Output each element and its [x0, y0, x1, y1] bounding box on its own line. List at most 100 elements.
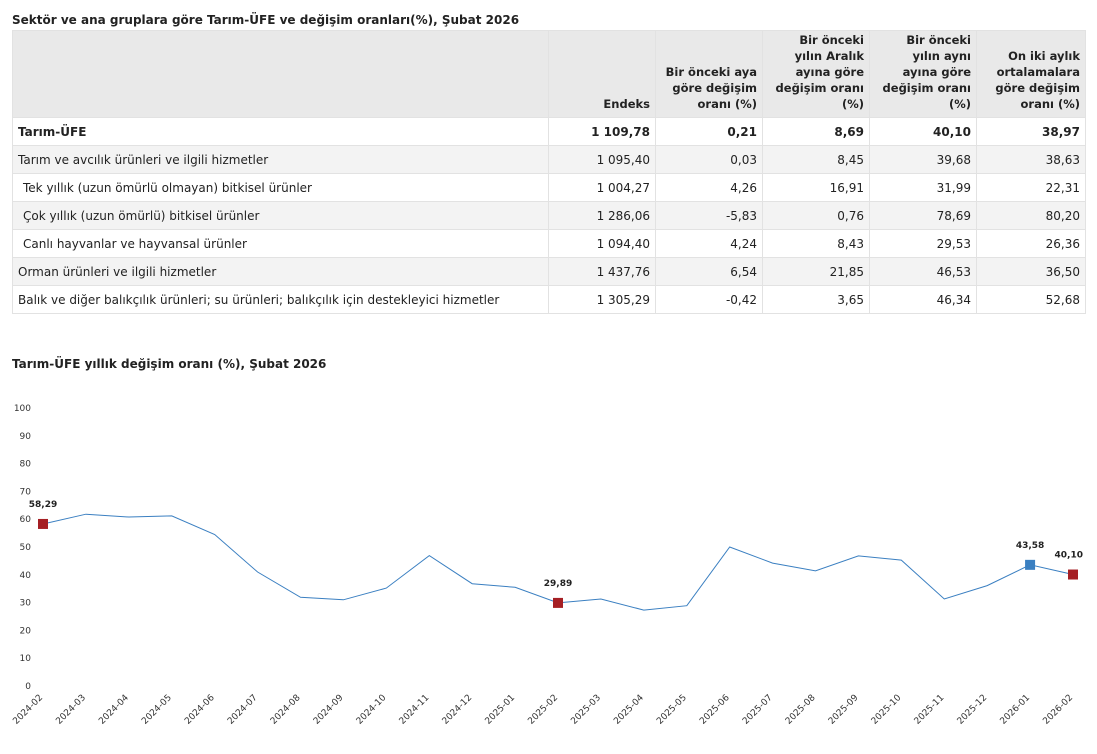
x-tick-label: 2024-12	[441, 693, 475, 727]
header-twelve-month: On iki aylık ortalamalara göre değişim o…	[976, 30, 1086, 118]
cell-twelve-month: 38,97	[976, 117, 1086, 146]
cell-endeks: 1 004,27	[548, 173, 656, 202]
y-tick-label: 50	[20, 543, 32, 553]
series-line	[42, 513, 1074, 611]
row-label: Tek yıllık (uzun ömürlü olmayan) bitkise…	[12, 173, 549, 202]
table-row: Tarım-ÜFE 1 109,78 0,21 8,69 40,10 38,97	[12, 117, 1086, 146]
x-tick-label: 2025-09	[827, 693, 861, 727]
x-tick-label: 2024-03	[54, 693, 88, 727]
header-label	[12, 30, 549, 118]
x-tick-label: 2024-05	[140, 693, 174, 727]
x-tick-label: 2025-10	[870, 693, 904, 727]
table-row: Canlı hayvanlar ve hayvansal ürünler 1 0…	[12, 229, 1086, 258]
x-tick-label: 2024-04	[97, 693, 131, 727]
cell-endeks: 1 094,40	[548, 229, 656, 258]
cell-twelve-month: 80,20	[976, 201, 1086, 230]
cell-december: 8,43	[762, 229, 870, 258]
table-row: Orman ürünleri ve ilgili hizmetler 1 437…	[12, 257, 1086, 286]
x-tick-label: 2024-07	[226, 693, 260, 727]
cell-december: 3,65	[762, 285, 870, 314]
table-row: Balık ve diğer balıkçılık ürünleri; su ü…	[12, 285, 1086, 314]
cell-twelve-month: 52,68	[976, 285, 1086, 314]
highlight-marker	[1068, 569, 1078, 580]
cell-annual: 39,68	[869, 145, 977, 174]
cell-twelve-month: 36,50	[976, 257, 1086, 286]
cell-annual: 78,69	[869, 201, 977, 230]
cell-annual: 29,53	[869, 229, 977, 258]
highlight-marker	[553, 597, 563, 608]
x-tick-label: 2025-01	[484, 693, 518, 727]
y-tick-label: 10	[20, 654, 32, 664]
cell-december: 0,76	[762, 201, 870, 230]
row-label: Çok yıllık (uzun ömürlü) bitkisel ürünle…	[12, 201, 549, 230]
x-tick-label: 2024-10	[355, 693, 389, 727]
y-tick-label: 40	[20, 571, 32, 581]
x-tick-label: 2024-08	[269, 693, 303, 727]
cell-december: 16,91	[762, 173, 870, 202]
header-annual: Bir önceki yılın aynı ayına göre değişim…	[869, 30, 977, 118]
cell-monthly: 6,54	[655, 257, 763, 286]
cell-annual: 46,34	[869, 285, 977, 314]
row-label: Tarım-ÜFE	[12, 117, 549, 146]
x-tick-label: 2025-11	[913, 693, 947, 727]
cell-monthly: -5,83	[655, 201, 763, 230]
row-label: Canlı hayvanlar ve hayvansal ürünler	[12, 229, 549, 258]
cell-monthly: 0,21	[655, 117, 763, 146]
cell-annual: 40,10	[869, 117, 977, 146]
cell-december: 8,69	[762, 117, 870, 146]
x-tick-label: 2025-12	[956, 693, 990, 727]
x-tick-label: 2024-11	[398, 693, 432, 727]
x-tick-label: 2025-03	[569, 693, 603, 727]
table-row: Tarım ve avcılık ürünleri ve ilgili hizm…	[12, 145, 1086, 174]
x-tick-label: 2024-02	[11, 693, 45, 727]
cell-endeks: 1 437,76	[548, 257, 656, 286]
y-tick-label: 80	[20, 460, 32, 470]
chart-title: Tarım-ÜFE yıllık değişim oranı (%), Şuba…	[12, 357, 327, 371]
data-table: Endeks Bir önceki aya göre değişim oranı…	[12, 30, 1086, 314]
table-row: Tek yıllık (uzun ömürlü olmayan) bitkise…	[12, 173, 1086, 202]
highlight-marker	[38, 518, 48, 529]
cell-monthly: -0,42	[655, 285, 763, 314]
cell-monthly: 0,03	[655, 145, 763, 174]
cell-monthly: 4,24	[655, 229, 763, 258]
table-title: Sektör ve ana gruplara göre Tarım-ÜFE ve…	[12, 13, 520, 27]
header-monthly: Bir önceki aya göre değişim oranı (%)	[655, 30, 763, 118]
cell-december: 21,85	[762, 257, 870, 286]
x-tick-label: 2026-02	[1041, 693, 1075, 727]
cell-annual: 31,99	[869, 173, 977, 202]
cell-twelve-month: 26,36	[976, 229, 1086, 258]
y-tick-label: 0	[25, 682, 31, 692]
x-tick-label: 2024-06	[183, 693, 217, 727]
y-tick-label: 100	[14, 404, 31, 414]
row-label: Tarım ve avcılık ürünleri ve ilgili hizm…	[12, 145, 549, 174]
x-tick-label: 2025-02	[526, 693, 560, 727]
x-tick-label: 2025-06	[698, 693, 732, 727]
table-header-row: Endeks Bir önceki aya göre değişim oranı…	[12, 30, 1086, 118]
highlight-marker	[1025, 559, 1036, 570]
x-tick-label: 2026-01	[999, 693, 1033, 727]
cell-endeks: 1 286,06	[548, 201, 656, 230]
data-label: 40,10	[1055, 551, 1083, 561]
cell-endeks: 1 095,40	[548, 145, 656, 174]
data-label: 58,29	[29, 500, 57, 510]
y-axis: 0 10 20 30 40 50 60 70 80 90 100	[14, 404, 31, 692]
x-tick-label: 2025-05	[655, 693, 689, 727]
header-endeks: Endeks	[548, 30, 656, 118]
row-label: Orman ürünleri ve ilgili hizmetler	[12, 257, 549, 286]
cell-endeks: 1 109,78	[548, 117, 656, 146]
x-tick-label: 2025-07	[741, 693, 775, 727]
x-axis: 2024-02 2024-03 2024-04 2024-05 2024-06 2024-…	[11, 693, 1075, 727]
cell-twelve-month: 38,63	[976, 145, 1086, 174]
cell-annual: 46,53	[869, 257, 977, 286]
data-label: 29,89	[544, 579, 572, 589]
row-label: Balık ve diğer balıkçılık ürünleri; su ü…	[12, 285, 549, 314]
x-tick-label: 2024-09	[312, 693, 346, 727]
highlight-markers: 58,29 29,89 43,58 40,10	[29, 500, 1083, 608]
y-tick-label: 90	[20, 432, 32, 442]
x-tick-label: 2025-04	[612, 693, 646, 727]
cell-endeks: 1 305,29	[548, 285, 656, 314]
table-row: Çok yıllık (uzun ömürlü) bitkisel ürünle…	[12, 201, 1086, 230]
y-tick-label: 20	[20, 626, 32, 636]
cell-monthly: 4,26	[655, 173, 763, 202]
